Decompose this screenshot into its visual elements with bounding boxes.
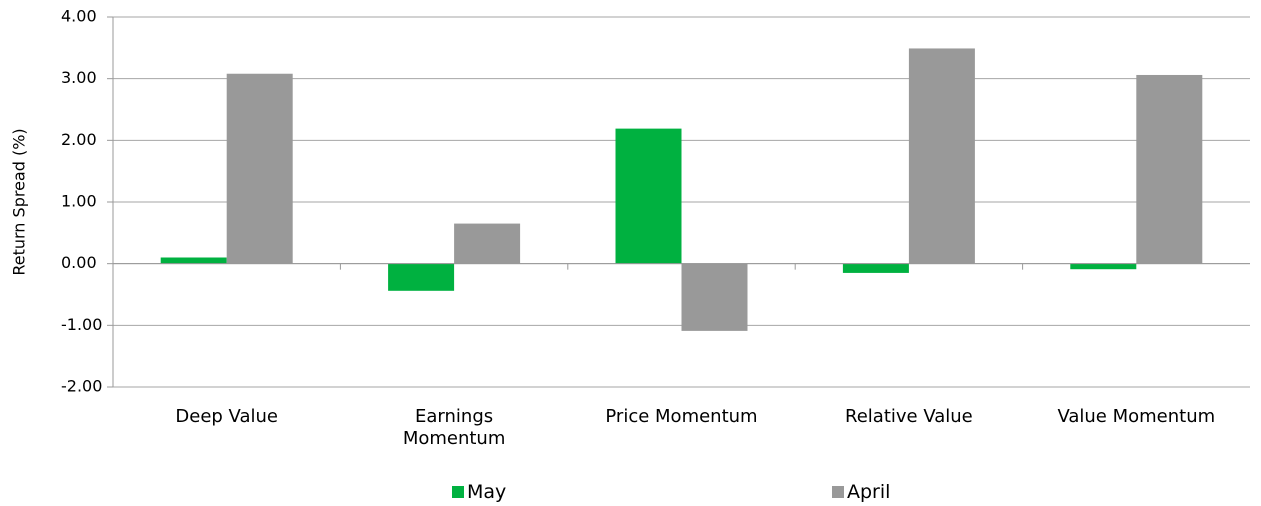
y-tick-label: 2.00	[61, 130, 97, 149]
y-tick-label: 4.00	[61, 7, 97, 26]
y-axis-label: Return Spread (%)	[10, 128, 29, 275]
x-tick-label: Deep Value	[175, 406, 278, 427]
legend-label: April	[847, 481, 891, 503]
y-tick-label: -2.00	[61, 377, 102, 396]
bar	[681, 263, 748, 331]
x-tick-label: Value Momentum	[1057, 406, 1216, 427]
y-tick-label: 3.00	[61, 68, 97, 87]
bar	[842, 263, 909, 273]
x-tick-label: Price Momentum	[605, 406, 758, 427]
legend-swatch	[452, 486, 464, 498]
y-tick-label: 0.00	[61, 253, 97, 272]
bar	[226, 73, 293, 264]
x-tick-label: Relative Value	[845, 406, 973, 427]
y-tick-label: 1.00	[61, 192, 97, 211]
bar	[388, 263, 455, 291]
bar	[908, 48, 975, 264]
legend-item: April	[832, 481, 890, 503]
bar	[1136, 74, 1203, 264]
bar	[160, 257, 227, 264]
legend-label: May	[467, 481, 507, 503]
legend-swatch	[832, 486, 844, 498]
bar	[1070, 263, 1137, 270]
y-tick-label: -1.00	[61, 315, 102, 334]
bar	[454, 223, 521, 264]
legend-item: May	[452, 481, 506, 503]
bar	[615, 128, 682, 264]
x-tick-label: Earnings Momentum	[402, 406, 506, 449]
